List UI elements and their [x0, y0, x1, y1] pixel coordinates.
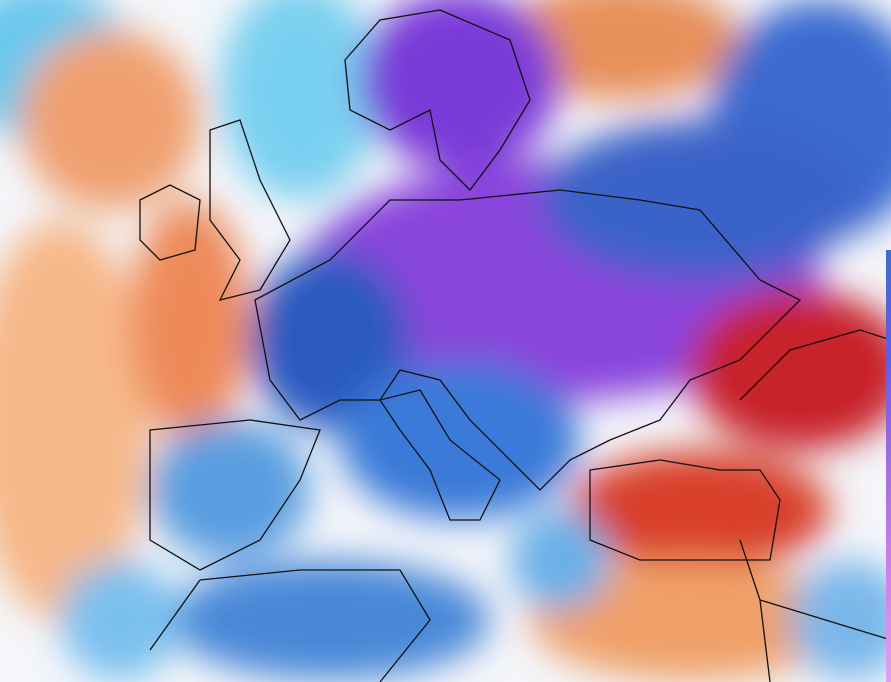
color-scale-bar	[886, 250, 891, 682]
coastlines	[139, 9, 891, 682]
